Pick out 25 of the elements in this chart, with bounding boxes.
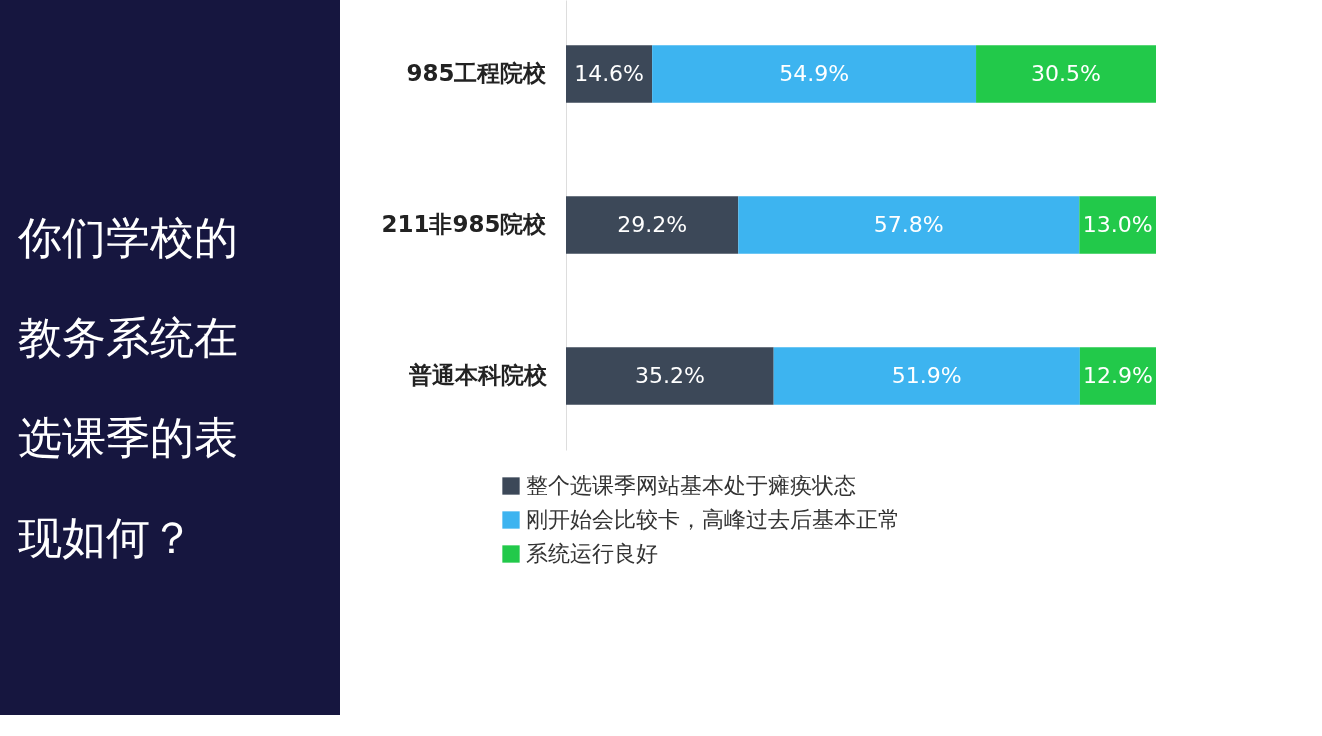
data-label: 13.0% xyxy=(1082,212,1153,237)
bar xyxy=(773,347,1080,405)
legend-label: 系统运行良好 xyxy=(526,541,658,566)
text: 你们学校的教务系统在选课季的表现如何？ xyxy=(17,212,238,563)
bar xyxy=(652,45,977,103)
bar xyxy=(566,45,653,103)
data-label: 57.8% xyxy=(873,212,944,237)
bar xyxy=(1079,196,1156,254)
data-label: 51.9% xyxy=(891,363,962,389)
data-label: 14.6% xyxy=(574,60,645,86)
legend-label: 整个选课季网站基本处于瘫痪状态 xyxy=(526,473,856,498)
data-label: 29.2% xyxy=(617,212,688,237)
bar xyxy=(738,196,1080,254)
y-tick-label: 985工程院校 xyxy=(406,59,548,86)
bar xyxy=(566,196,739,254)
data-label: 30.5% xyxy=(1031,60,1101,86)
data-label: 12.9% xyxy=(1083,363,1153,389)
bar xyxy=(1079,347,1156,405)
data-label: 35.2% xyxy=(634,363,705,389)
data-label: 54.9% xyxy=(779,60,850,86)
bar xyxy=(566,347,774,405)
legend-label: 刚开始会比较卡，高峰过去后基本正常 xyxy=(526,507,900,532)
y-tick-label: 普通本科院校 xyxy=(407,362,548,389)
bar xyxy=(976,45,1156,103)
y-tick-label: 211非985院校 xyxy=(381,211,548,237)
